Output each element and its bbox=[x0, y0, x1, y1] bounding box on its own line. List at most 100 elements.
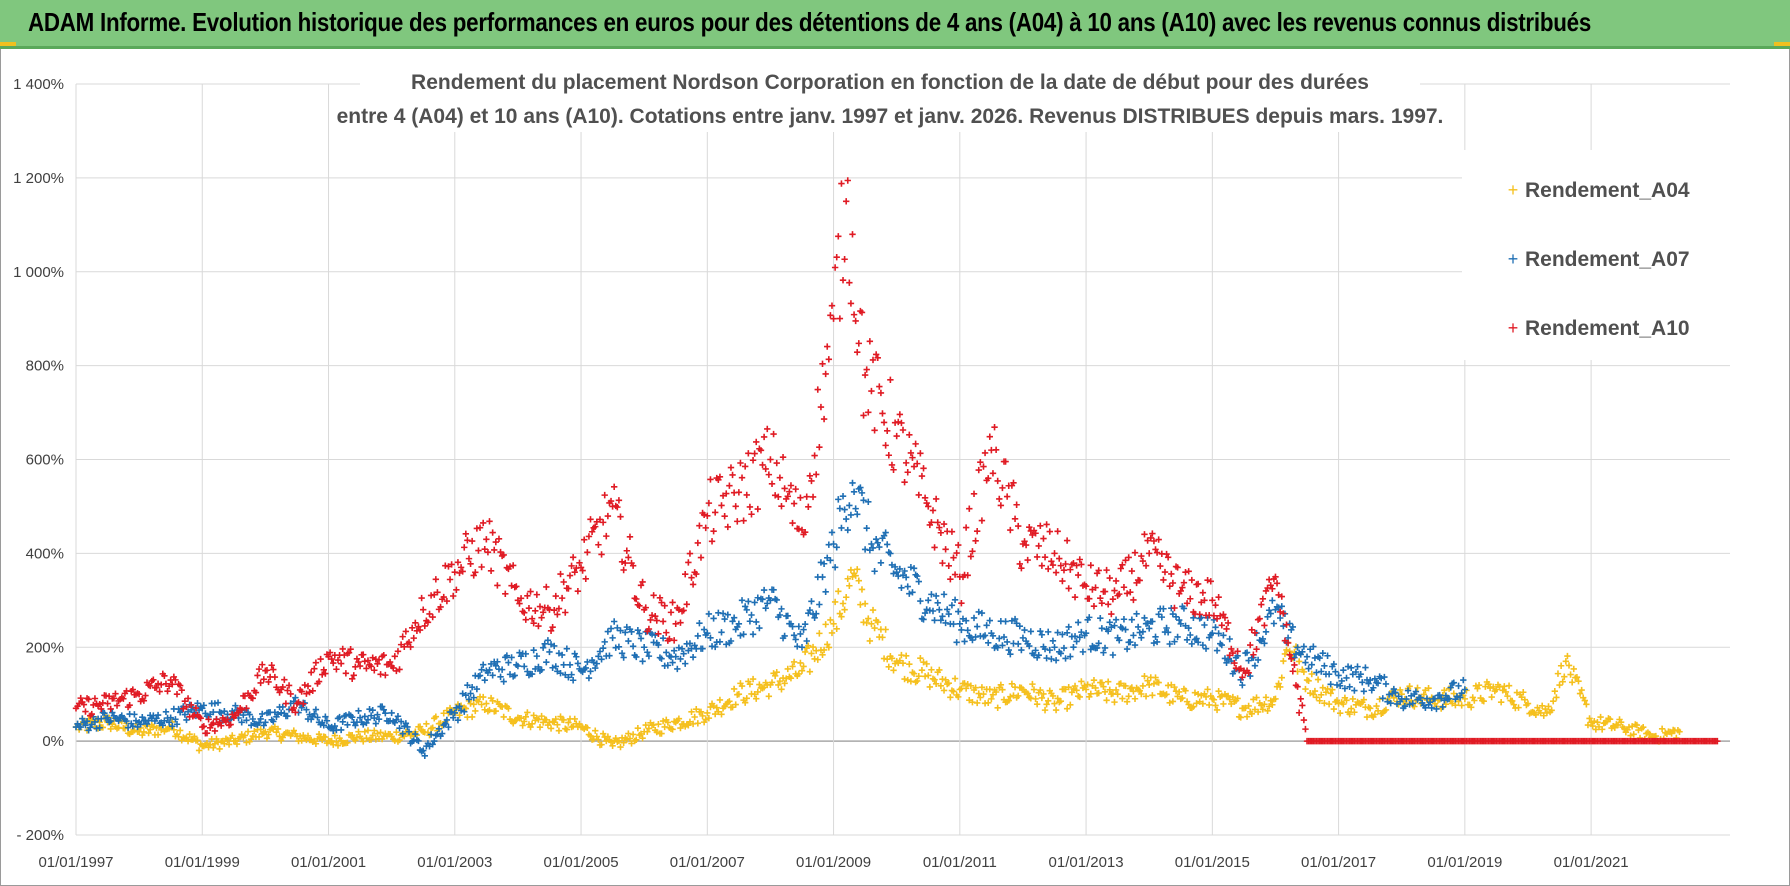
data-point bbox=[1090, 602, 1098, 610]
data-point bbox=[885, 663, 892, 671]
data-point bbox=[486, 706, 493, 714]
data-point bbox=[806, 668, 814, 675]
data-point bbox=[1712, 737, 1719, 745]
data-point bbox=[432, 576, 440, 583]
data-point bbox=[508, 654, 515, 661]
data-point bbox=[865, 498, 872, 505]
data-point bbox=[694, 720, 702, 727]
data-point bbox=[1504, 692, 1511, 700]
data-point bbox=[1349, 695, 1356, 703]
data-point bbox=[1269, 701, 1276, 708]
data-point bbox=[847, 511, 855, 519]
data-point bbox=[1073, 562, 1080, 569]
data-point bbox=[874, 354, 881, 361]
data-point bbox=[841, 606, 848, 613]
data-point bbox=[263, 735, 271, 742]
data-point bbox=[427, 731, 435, 738]
data-point bbox=[661, 602, 668, 609]
data-point bbox=[626, 735, 634, 742]
data-point bbox=[1065, 623, 1072, 631]
data-point bbox=[705, 499, 713, 507]
data-point bbox=[689, 654, 697, 661]
data-point bbox=[1420, 691, 1428, 698]
data-point bbox=[1215, 630, 1222, 637]
data-point bbox=[978, 609, 986, 617]
data-point bbox=[996, 635, 1003, 642]
data-point bbox=[1270, 620, 1278, 627]
data-point bbox=[551, 606, 558, 614]
data-point bbox=[442, 720, 449, 727]
data-point bbox=[1109, 596, 1117, 603]
data-point bbox=[1441, 687, 1448, 694]
data-point bbox=[1313, 669, 1320, 676]
data-point bbox=[1141, 531, 1148, 538]
data-point bbox=[176, 682, 184, 689]
data-point bbox=[727, 637, 735, 645]
data-point bbox=[1363, 713, 1371, 721]
data-point bbox=[707, 634, 714, 642]
data-point bbox=[685, 722, 692, 729]
data-point bbox=[1033, 553, 1041, 561]
data-point bbox=[945, 562, 952, 569]
data-point bbox=[356, 714, 364, 721]
data-point bbox=[915, 578, 922, 585]
data-point bbox=[958, 626, 965, 634]
data-point bbox=[1054, 629, 1061, 636]
data-point bbox=[565, 585, 572, 592]
data-point bbox=[1127, 589, 1134, 596]
data-point bbox=[828, 302, 836, 309]
data-point bbox=[353, 734, 361, 741]
data-point bbox=[1556, 681, 1563, 689]
data-point bbox=[568, 562, 575, 570]
x-tick-label: 01/01/2019 bbox=[1427, 854, 1502, 871]
data-point bbox=[985, 639, 992, 646]
data-point bbox=[440, 593, 447, 601]
data-point bbox=[254, 672, 261, 679]
data-point bbox=[1131, 641, 1139, 649]
data-point bbox=[633, 595, 640, 603]
data-point bbox=[158, 681, 165, 688]
data-point bbox=[348, 732, 356, 739]
data-point bbox=[642, 604, 649, 611]
data-point bbox=[890, 466, 897, 473]
data-point bbox=[1269, 585, 1276, 592]
data-point bbox=[1348, 705, 1355, 712]
data-point bbox=[603, 737, 610, 745]
data-point bbox=[914, 677, 921, 685]
data-point bbox=[566, 572, 574, 579]
data-point bbox=[888, 461, 896, 469]
data-point bbox=[1212, 624, 1219, 631]
data-point bbox=[173, 690, 181, 698]
data-point bbox=[1486, 684, 1494, 692]
data-point bbox=[950, 554, 957, 561]
data-point bbox=[849, 231, 856, 238]
data-point bbox=[1104, 678, 1112, 685]
data-point bbox=[625, 637, 632, 645]
data-point bbox=[188, 701, 195, 709]
data-point bbox=[423, 720, 430, 727]
x-tick-label: 01/01/1999 bbox=[165, 854, 240, 871]
data-point bbox=[344, 721, 351, 728]
data-point bbox=[659, 618, 667, 625]
data-point bbox=[1108, 610, 1115, 618]
data-point bbox=[947, 575, 954, 583]
data-point bbox=[396, 666, 403, 673]
data-point bbox=[420, 606, 427, 613]
data-point bbox=[150, 676, 157, 683]
data-point bbox=[1067, 566, 1074, 573]
data-point bbox=[833, 254, 840, 261]
data-point bbox=[890, 667, 897, 674]
data-point bbox=[457, 707, 465, 714]
data-point bbox=[459, 568, 466, 575]
data-point bbox=[1505, 682, 1513, 689]
data-point bbox=[827, 616, 834, 624]
data-point bbox=[1606, 715, 1614, 723]
data-point bbox=[880, 419, 888, 426]
data-point bbox=[718, 711, 725, 718]
data-point bbox=[1153, 638, 1161, 646]
data-point bbox=[183, 703, 190, 711]
data-point bbox=[945, 610, 952, 618]
data-point bbox=[981, 632, 989, 639]
data-point bbox=[670, 637, 678, 644]
data-point bbox=[1229, 693, 1237, 701]
